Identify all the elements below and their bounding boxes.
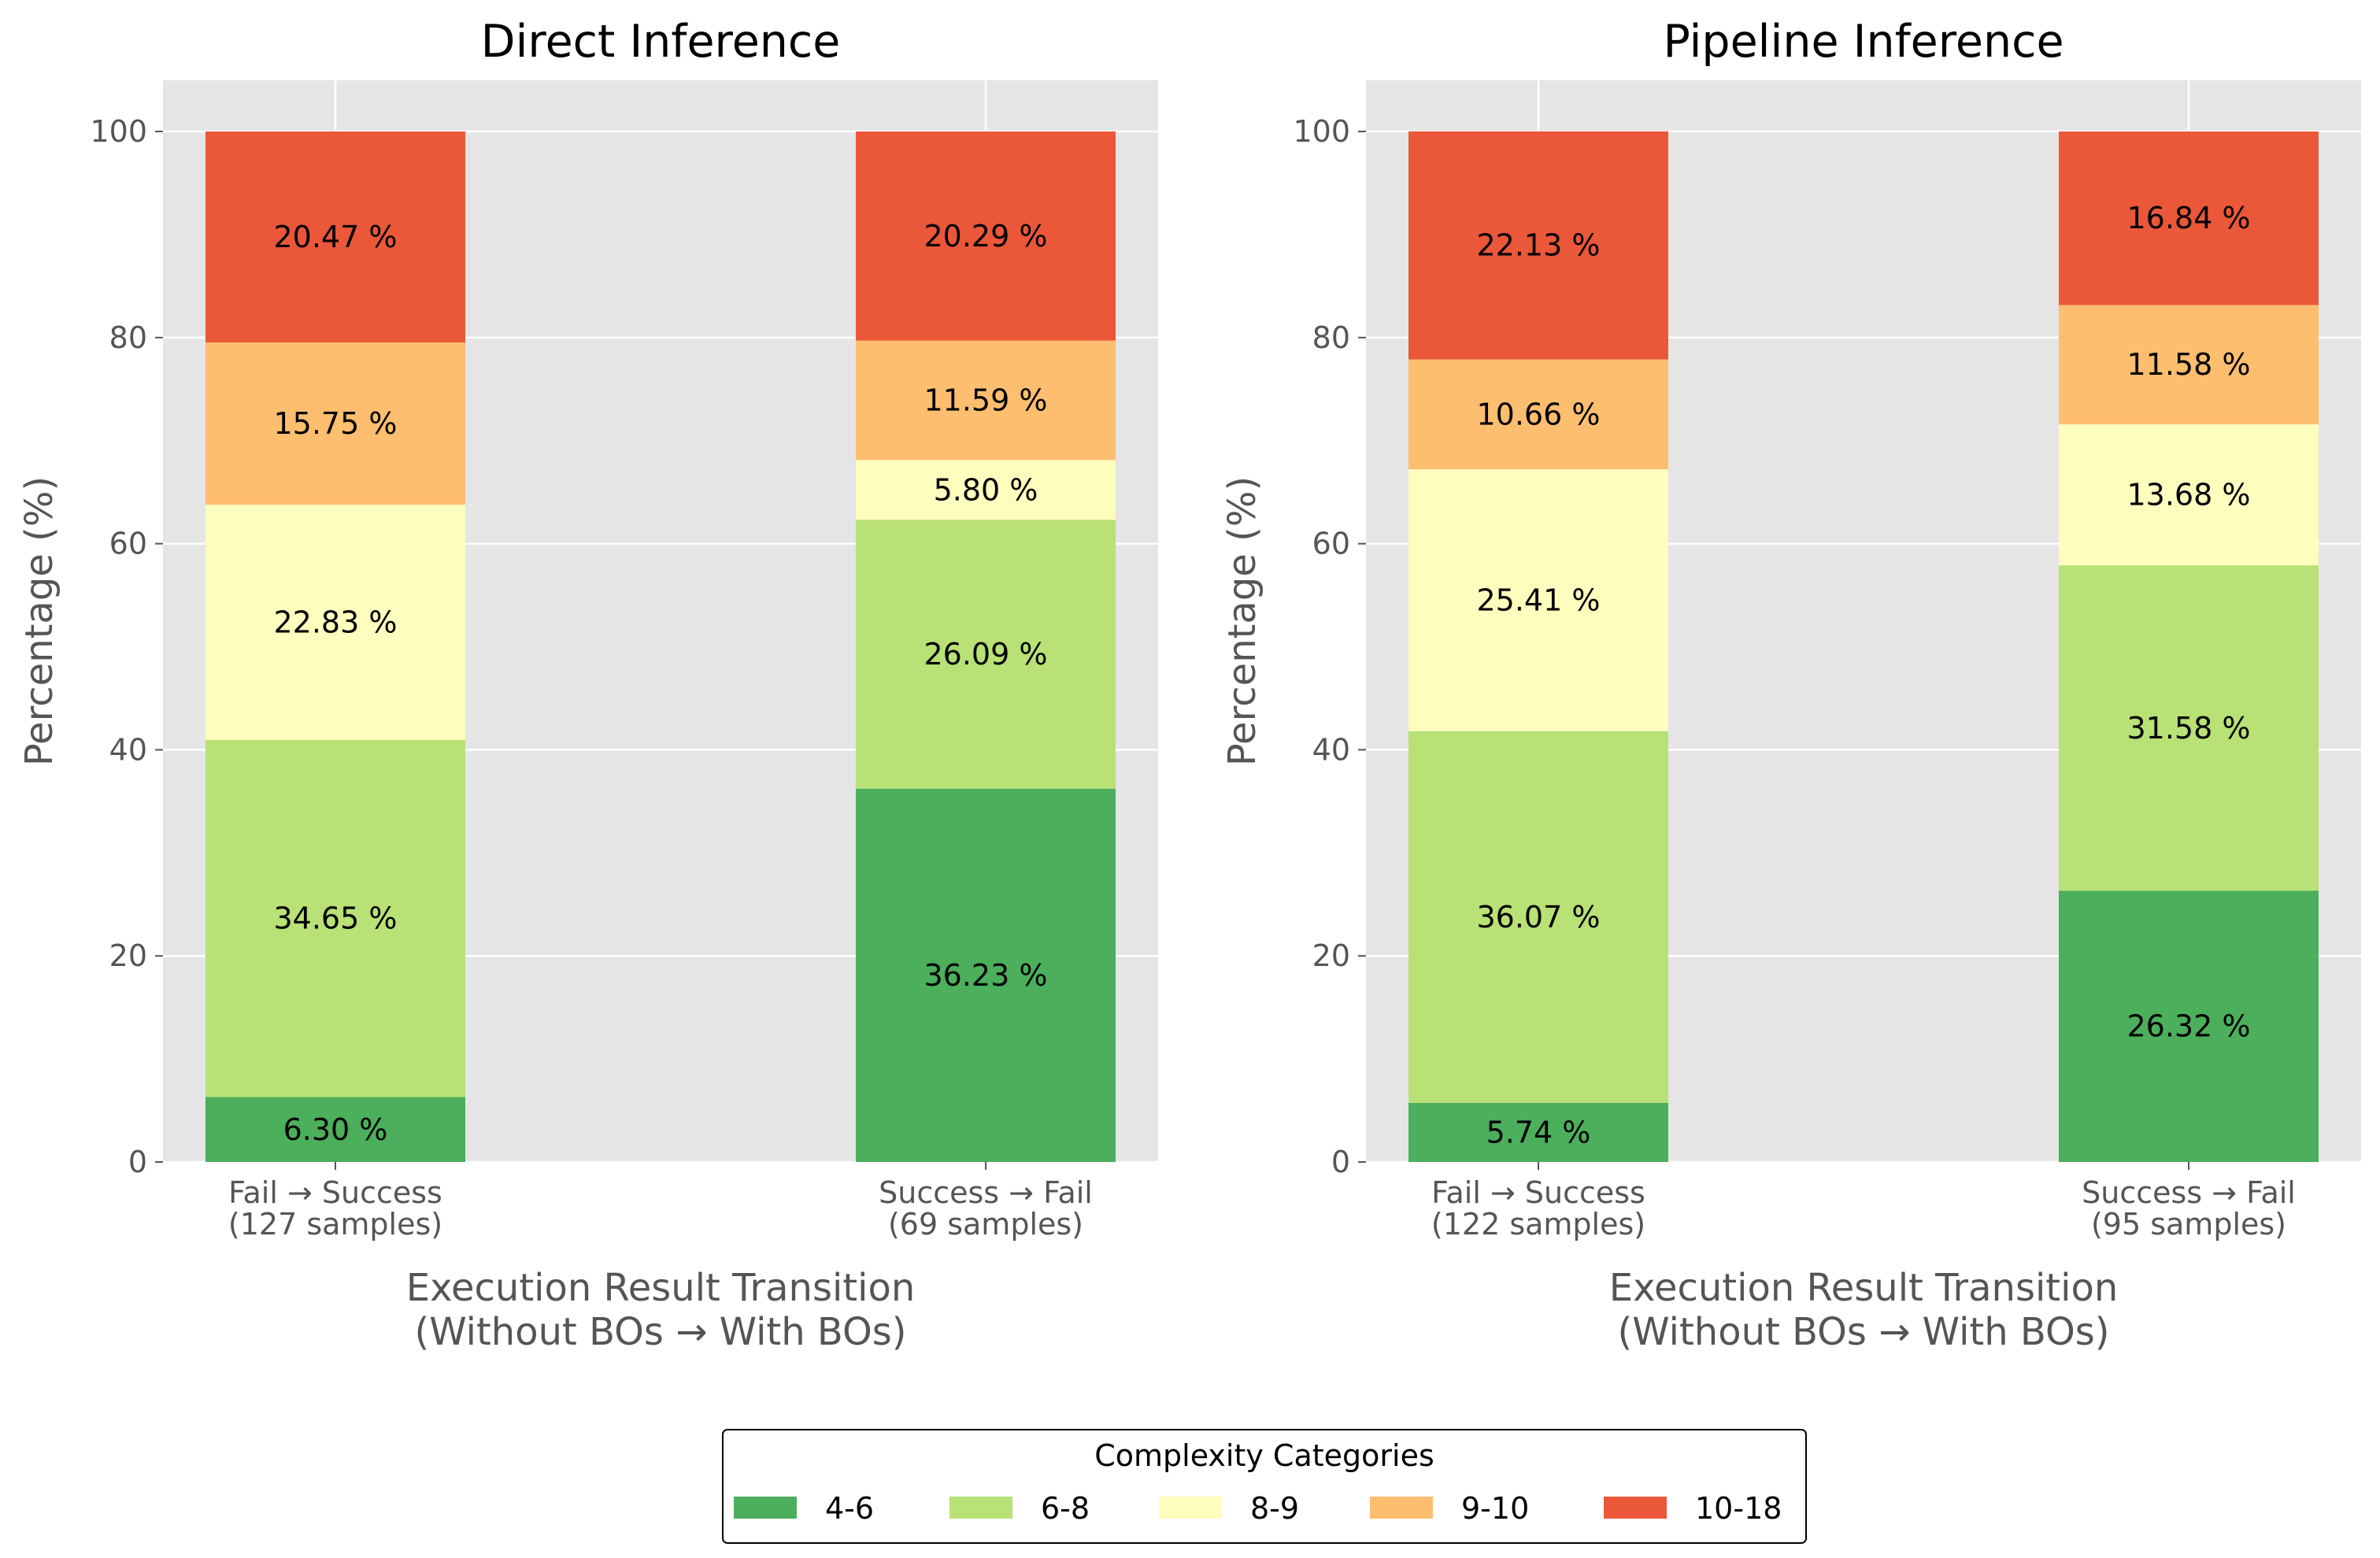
x-tick-label: (127 samples) — [228, 1207, 442, 1242]
x-tick-label: (122 samples) — [1431, 1207, 1645, 1242]
bar-segment-10-18 — [1408, 131, 1668, 360]
bar-value-label: 13.68 % — [2127, 478, 2251, 513]
bar-value-label: 31.58 % — [2127, 711, 2251, 746]
legend-items: 4-6 6-8 8-9 9-10 10-18 — [734, 1491, 1782, 1526]
legend-label: 6-8 — [1041, 1491, 1090, 1526]
legend-swatch-8-9 — [1159, 1497, 1222, 1519]
bar-value-label: 25.41 % — [1477, 583, 1601, 617]
bar-segment-6-8 — [2059, 565, 2319, 891]
bar-segment-8-9 — [856, 460, 1116, 520]
bar-segment-6-8 — [205, 739, 465, 1097]
bar-segment-9-10 — [205, 342, 465, 505]
bar-segment-6-8 — [1408, 731, 1668, 1103]
y-axis-label: Percentage (%) — [17, 476, 61, 766]
bar-value-label: 5.80 % — [934, 472, 1038, 507]
y-tick-labels: 0 20 40 60 80 100 — [1293, 114, 1366, 1179]
bar-value-label: 11.58 % — [2127, 347, 2251, 382]
x-tick-label: Success → Fail — [2082, 1175, 2296, 1210]
legend-swatch-6-8 — [949, 1497, 1012, 1519]
y-tick-label: 60 — [109, 527, 147, 561]
bar-segment-9-10 — [2059, 305, 2319, 425]
bar-value-label: 26.32 % — [2127, 1009, 2251, 1044]
bar-value-label: 22.83 % — [274, 605, 398, 640]
chart-panel-pipeline-inference: 5.74 % 36.07 % 25.41 % 10.66 % 22.13 % 26.32 … — [1220, 16, 2361, 1354]
legend-swatch-4-6 — [734, 1497, 797, 1519]
x-tick-label: Fail → Success — [1431, 1175, 1645, 1210]
x-tick-label: (95 samples) — [2091, 1207, 2286, 1242]
legend-title: Complexity Categories — [1094, 1438, 1434, 1473]
bar-segment-4-6 — [2059, 890, 2319, 1162]
y-tick-label: 100 — [1293, 114, 1350, 149]
x-tick-labels: Fail → Success(127 samples) Success → Fai… — [228, 1162, 1093, 1242]
bar-value-label: 36.23 % — [924, 958, 1048, 993]
x-axis-label-line-1: Execution Result Transition — [1609, 1266, 2119, 1310]
x-tick-label: (69 samples) — [888, 1207, 1083, 1242]
y-tick-label: 100 — [90, 114, 147, 149]
bar-segment-8-9 — [1408, 469, 1668, 731]
bars — [1408, 131, 2319, 1162]
chart-panel-direct-inference: 6.30 % 34.65 % 22.83 % 15.75 % 20.47 % 36.23 … — [17, 16, 1158, 1354]
x-axis-label-line-2: (Without BOs → With BOs) — [414, 1310, 906, 1354]
bar-value-label: 15.75 % — [274, 406, 398, 441]
chart-title: Direct Inference — [481, 16, 841, 68]
bar-value-label: 34.65 % — [274, 901, 398, 936]
legend-swatch-10-18 — [1604, 1497, 1667, 1519]
x-tick-label: Fail → Success — [228, 1175, 442, 1210]
bar-segment-10-18 — [2059, 131, 2319, 305]
bar-segment-6-8 — [856, 520, 1116, 789]
bar-value-label: 11.59 % — [924, 383, 1048, 417]
y-axis-label: Percentage (%) — [1220, 476, 1264, 766]
y-tick-labels: 0 20 40 60 80 100 — [90, 114, 163, 1179]
y-tick-label: 0 — [128, 1145, 147, 1179]
legend-swatch-9-10 — [1370, 1497, 1433, 1519]
legend-label: 10-18 — [1695, 1491, 1782, 1526]
x-tick-label: Success → Fail — [879, 1175, 1093, 1210]
bar-segment-10-18 — [205, 131, 465, 342]
bar-value-label: 6.30 % — [283, 1112, 388, 1147]
bar-value-labels: 6.30 % 34.65 % 22.83 % 15.75 % 20.47 % 36.23 … — [274, 219, 1048, 1147]
bar-segment-8-9 — [205, 505, 465, 740]
y-tick-label: 40 — [109, 732, 147, 767]
bar-value-label: 16.84 % — [2127, 201, 2251, 235]
y-tick-label: 80 — [1312, 320, 1350, 355]
bar-value-label: 36.07 % — [1477, 900, 1601, 934]
bar-segment-9-10 — [1408, 359, 1668, 470]
bar-segment-8-9 — [2059, 424, 2319, 566]
y-tick-label: 20 — [1312, 938, 1350, 973]
bar-segment-4-6 — [205, 1097, 465, 1162]
bar-value-label: 20.29 % — [924, 219, 1048, 253]
bar-value-label: 22.13 % — [1477, 228, 1601, 263]
bar-value-labels: 5.74 % 36.07 % 25.41 % 10.66 % 22.13 % 26.32 … — [1477, 201, 2251, 1149]
legend-label: 8-9 — [1250, 1491, 1299, 1526]
bar-segment-9-10 — [856, 340, 1116, 461]
bar-segment-10-18 — [856, 131, 1116, 341]
bars — [205, 131, 1116, 1162]
legend-label: 4-6 — [825, 1491, 874, 1526]
bar-value-label: 20.47 % — [274, 220, 398, 254]
bar-value-label: 10.66 % — [1477, 397, 1601, 431]
bar-segment-4-6 — [1408, 1102, 1668, 1162]
bar-segment-4-6 — [856, 788, 1116, 1162]
chart-title: Pipeline Inference — [1663, 16, 2064, 68]
y-tick-label: 0 — [1331, 1145, 1350, 1179]
legend-label: 9-10 — [1461, 1491, 1529, 1526]
y-tick-label: 20 — [109, 938, 147, 973]
y-tick-label: 80 — [109, 320, 147, 355]
y-tick-label: 40 — [1312, 732, 1350, 767]
bar-value-label: 5.74 % — [1486, 1115, 1591, 1149]
legend: Complexity Categories 4-6 6-8 8-9 9-10 10-18 — [722, 1429, 1807, 1544]
bar-value-label: 26.09 % — [924, 637, 1048, 672]
y-tick-label: 60 — [1312, 527, 1350, 561]
x-tick-labels: Fail → Success(122 samples) Success → Fai… — [1431, 1162, 2296, 1242]
x-axis-label-line-1: Execution Result Transition — [406, 1266, 916, 1310]
x-axis-label-line-2: (Without BOs → With BOs) — [1617, 1310, 2109, 1354]
